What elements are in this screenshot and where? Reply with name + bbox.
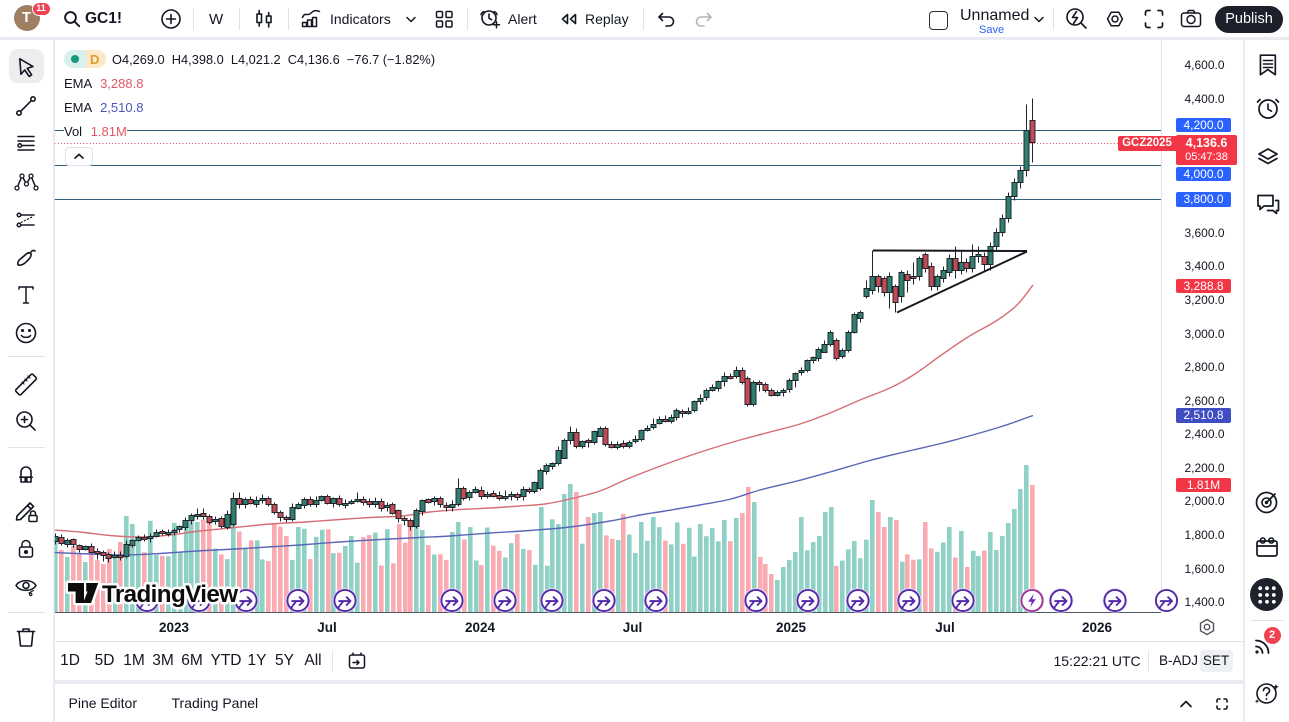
svg-text:TradingView: TradingView — [102, 581, 238, 608]
svg-text:TradingView: TradingView — [102, 581, 238, 608]
